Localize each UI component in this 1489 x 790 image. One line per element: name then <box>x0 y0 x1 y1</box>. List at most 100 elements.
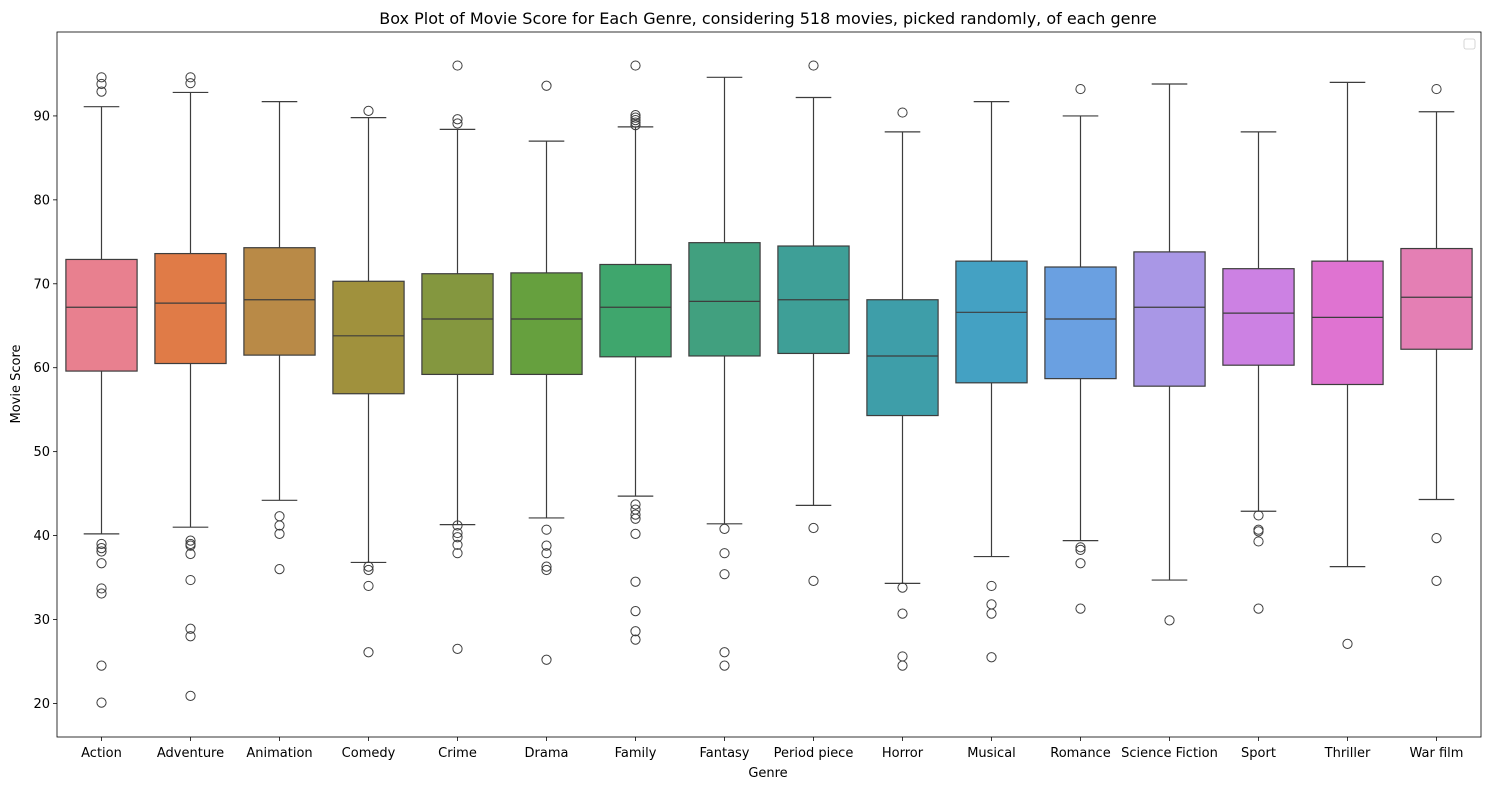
outlier-point <box>96 697 107 708</box>
outlier-point <box>808 522 819 534</box>
outlier-point <box>541 540 552 551</box>
x-tick-label: Comedy <box>342 746 396 761</box>
axes-frame <box>56 31 1482 738</box>
outlier-point <box>630 115 641 126</box>
outlier-point <box>1431 83 1442 95</box>
y-tick-label: 90 <box>33 109 50 124</box>
outlier-point <box>452 539 463 550</box>
outlier-point <box>1431 575 1442 586</box>
outlier-point <box>630 513 641 524</box>
outlier-point <box>363 647 374 658</box>
outlier-point <box>96 72 107 83</box>
outlier-point <box>630 120 641 131</box>
x-tick-label: War film <box>1410 746 1464 761</box>
outlier-point <box>1253 510 1264 521</box>
outlier-point <box>1075 544 1086 555</box>
outlier-point <box>541 564 552 576</box>
outlier-point <box>630 626 641 637</box>
outlier-point <box>452 118 463 129</box>
outlier-point <box>363 105 374 116</box>
box-action <box>65 258 138 372</box>
legend-box <box>1463 38 1476 50</box>
outlier-point <box>96 538 107 550</box>
box-family <box>599 263 672 358</box>
outlier-point <box>808 575 819 586</box>
outlier-point <box>1253 536 1264 547</box>
x-tick-label: Thriller <box>1324 746 1371 761</box>
outlier-point <box>630 117 641 128</box>
outlier-point <box>630 576 641 587</box>
x-tick-label: Crime <box>438 746 477 761</box>
outlier-point <box>96 558 107 569</box>
outlier-point <box>1075 603 1086 614</box>
outlier-point <box>96 543 107 554</box>
y-tick-label: 60 <box>33 361 50 376</box>
outlier-point <box>1431 532 1442 544</box>
outlier-point <box>719 548 730 559</box>
box-comedy <box>332 280 405 395</box>
x-tick-label: Romance <box>1050 746 1110 761</box>
outlier-point <box>1253 603 1264 614</box>
outlier-point <box>986 580 997 592</box>
outlier-point <box>96 588 107 599</box>
outlier-point <box>452 548 463 559</box>
outlier-point <box>897 608 908 619</box>
x-tick-label: Adventure <box>157 746 224 761</box>
x-tick-label: Action <box>81 746 122 761</box>
box-fantasy <box>688 242 761 357</box>
y-tick-label: 50 <box>33 445 50 460</box>
outlier-point <box>274 520 285 531</box>
box-thriller <box>1311 260 1384 386</box>
outlier-point <box>96 86 107 97</box>
outlier-point <box>363 564 374 576</box>
outlier-point <box>452 114 463 125</box>
box-romance <box>1044 266 1117 380</box>
y-axis-label: Movie Score <box>9 344 24 423</box>
chart-title: Box Plot of Movie Score for Each Genre, … <box>379 9 1156 28</box>
x-tick-label: Sport <box>1241 746 1276 761</box>
box-drama <box>510 272 583 376</box>
y-tick-label: 70 <box>33 277 50 292</box>
outlier-point <box>986 608 997 619</box>
outlier-point <box>719 660 730 671</box>
box-science-fiction <box>1133 251 1206 387</box>
outlier-point <box>897 582 908 593</box>
box-adventure <box>154 252 227 365</box>
outlier-point <box>1075 558 1086 569</box>
x-tick-label: Horror <box>882 746 924 761</box>
outlier-point <box>630 606 641 617</box>
box-animation <box>243 247 316 356</box>
outlier-point <box>185 540 196 551</box>
outlier-point <box>719 569 730 580</box>
outlier-point <box>185 78 196 89</box>
outlier-point <box>452 532 463 543</box>
outlier-point <box>96 583 107 594</box>
x-tick-label: Musical <box>967 746 1016 761</box>
x-tick-label: Family <box>615 746 657 761</box>
y-tick-label: 80 <box>33 193 50 208</box>
outlier-point <box>897 660 908 671</box>
outlier-point <box>185 535 196 546</box>
box-sport <box>1222 268 1295 366</box>
outlier-point <box>274 564 285 575</box>
box-war-film <box>1400 247 1473 350</box>
x-tick-label: Science Fiction <box>1121 746 1218 761</box>
outlier-point <box>185 72 196 83</box>
outlier-point <box>363 561 374 572</box>
outlier-point <box>452 643 463 654</box>
y-tick-label: 30 <box>33 613 50 628</box>
outlier-point <box>897 107 908 118</box>
outlier-point <box>1164 615 1175 626</box>
outlier-point <box>541 561 552 572</box>
outlier-point <box>185 548 196 560</box>
outlier-point <box>185 574 196 586</box>
outlier-point <box>541 524 552 535</box>
outlier-point <box>719 523 730 534</box>
outlier-point <box>452 520 463 531</box>
x-tick-label: Fantasy <box>699 746 749 761</box>
outlier-point <box>1075 542 1086 553</box>
x-tick-label: Animation <box>246 746 312 761</box>
y-tick-label: 40 <box>33 529 50 544</box>
outlier-point <box>363 580 374 592</box>
